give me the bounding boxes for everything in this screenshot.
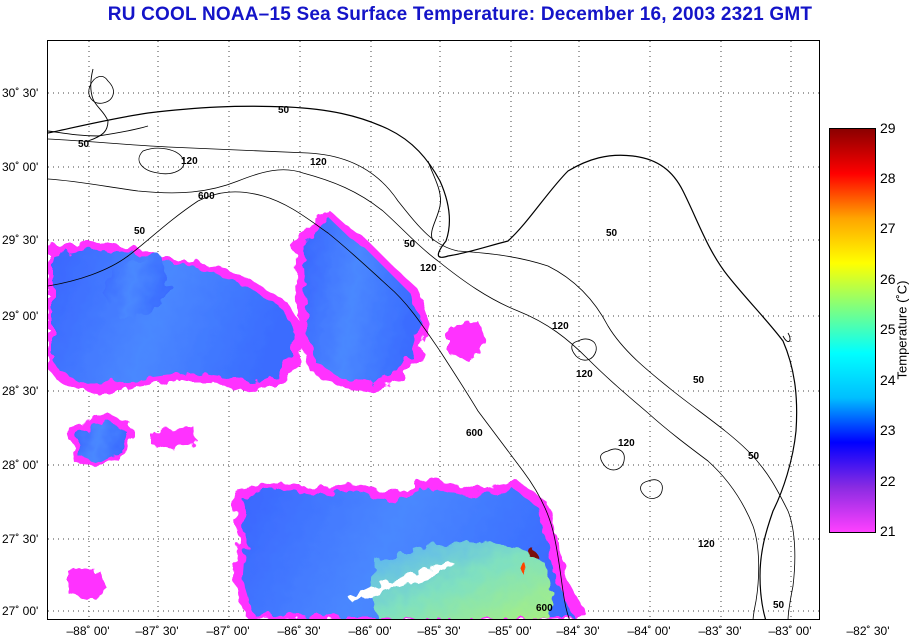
contour-label: 120 <box>552 321 569 332</box>
latitude-label: 27˚ 00' <box>2 604 39 618</box>
map-title: RU COOL NOAA–15 Sea Surface Temperature:… <box>107 4 813 25</box>
latitude-label: 28˚ 00' <box>2 458 39 472</box>
contour-label: 120 <box>420 263 437 274</box>
contour-label: 50 <box>78 139 90 150</box>
contour-labels: 50 50 120 120 600 50 50 120 50 120 120 6… <box>78 105 785 614</box>
latitude-label: 30˚ 00' <box>2 160 39 174</box>
contour-label: 50 <box>606 228 618 239</box>
sst-map: 50 50 120 120 600 50 50 120 50 120 120 6… <box>47 40 820 620</box>
contour-label: 50 <box>278 105 290 116</box>
longitude-label: –87˚ 30' <box>135 624 179 638</box>
sea-surface-temperature-field <box>48 209 588 619</box>
contour-label: 120 <box>618 438 635 449</box>
longitude-label: –86˚ 00' <box>348 624 392 638</box>
longitude-label: –84˚ 00' <box>627 624 671 638</box>
longitude-label: –82˚ 30' <box>846 624 890 638</box>
colorbar-tick-label: 23 <box>880 422 896 438</box>
contour-label: 50 <box>134 226 146 237</box>
colorbar-tick-label: 22 <box>880 473 896 489</box>
latitude-label: 27˚ 30' <box>2 532 39 546</box>
longitude-label: –85˚ 30' <box>417 624 461 638</box>
contour-label: 120 <box>310 157 327 168</box>
temperature-colorbar <box>829 128 876 533</box>
contour-label: 50 <box>773 600 785 611</box>
contour-label: 600 <box>466 428 483 439</box>
contour-label: 50 <box>404 239 416 250</box>
colorbar-title: Temperature (˚C) <box>894 280 910 380</box>
contour-label: 600 <box>536 603 553 614</box>
colorbar-tick-label: 21 <box>880 523 896 539</box>
colorbar-tick-label: 27 <box>880 220 896 236</box>
colorbar-tick-label: 29 <box>880 120 896 136</box>
latitude-label: 29˚ 30' <box>2 233 39 247</box>
latitude-label: 28˚ 30' <box>2 384 39 398</box>
latitude-label: 29˚ 00' <box>2 309 39 323</box>
longitude-label: –86˚ 30' <box>277 624 321 638</box>
longitude-label: –83˚ 30' <box>698 624 742 638</box>
colorbar-tick-label: 24 <box>880 372 896 388</box>
latitude-label: 30˚ 30' <box>2 86 39 100</box>
longitude-label: –87˚ 00' <box>206 624 250 638</box>
longitude-label: –83˚ 00' <box>768 624 812 638</box>
coastline <box>48 68 798 619</box>
longitude-label: –88˚ 00' <box>66 624 110 638</box>
contour-label: 50 <box>693 375 705 386</box>
bathymetry-contours <box>48 76 796 619</box>
contour-label: 50 <box>748 451 760 462</box>
longitude-label: –85˚ 00' <box>488 624 532 638</box>
colorbar-tick-label: 25 <box>880 321 896 337</box>
contour-label: 600 <box>198 191 215 202</box>
contour-label: 120 <box>576 369 593 380</box>
longitude-label: –84˚ 30' <box>556 624 600 638</box>
colorbar-tick-label: 28 <box>880 170 896 186</box>
colorbar-tick-label: 26 <box>880 271 896 287</box>
contour-label: 120 <box>698 539 715 550</box>
contour-label: 120 <box>181 156 198 167</box>
